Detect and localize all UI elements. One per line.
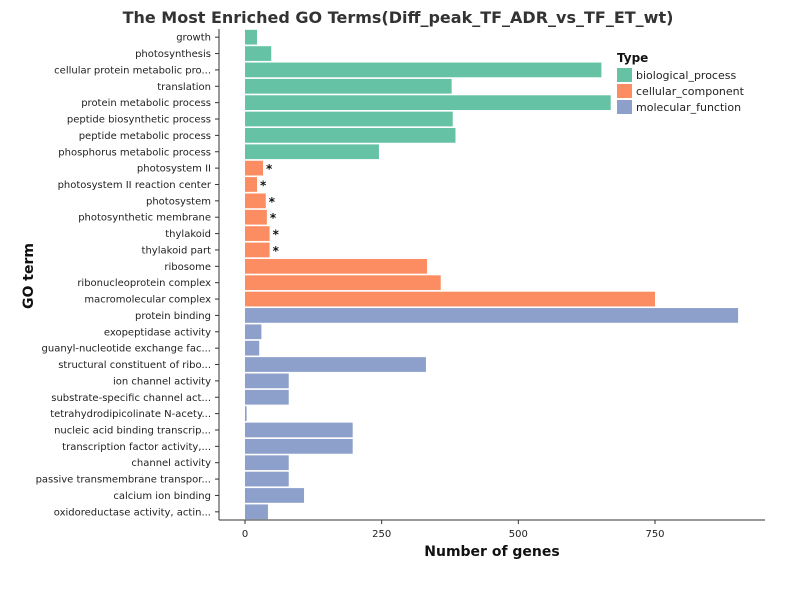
- category-label: peptide metabolic process: [79, 131, 211, 142]
- category-label: exopeptidase activity: [104, 327, 211, 338]
- y-axis-label: GO term: [21, 243, 37, 309]
- legend-label: biological_process: [636, 69, 736, 82]
- legend-label: molecular_function: [636, 101, 741, 114]
- category-label: calcium ion binding: [113, 491, 211, 502]
- category-label: macromolecular complex: [84, 295, 211, 306]
- bar: [245, 111, 453, 127]
- category-label: growth: [176, 33, 211, 44]
- bar: [245, 471, 289, 487]
- chart-title: The Most Enriched GO Terms(Diff_peak_TF_…: [123, 8, 674, 27]
- bar: [245, 406, 247, 421]
- bar: [245, 209, 267, 225]
- bar: [245, 226, 270, 241]
- legend: Type biological_process cellular_componen…: [617, 51, 745, 114]
- plot-area: growth photosynthesis cellular protein met…: [36, 29, 765, 540]
- legend-swatch: [617, 68, 632, 82]
- bar: [245, 324, 262, 340]
- x-tick-label: 250: [372, 529, 391, 540]
- bar: [245, 389, 289, 405]
- category-label: ribosome: [164, 262, 211, 273]
- category-label: photosystem II reaction center: [58, 180, 212, 191]
- legend-swatch: [617, 84, 632, 98]
- category-label: substrate-specific channel act...: [51, 393, 211, 404]
- bar: [245, 308, 739, 323]
- legend-swatch: [617, 100, 632, 114]
- x-tick-label: 500: [509, 529, 528, 540]
- category-label: peptide biosynthetic process: [67, 115, 211, 126]
- category-label: channel activity: [131, 458, 211, 469]
- x-tick-label: 750: [645, 529, 664, 540]
- legend-label: cellular_component: [636, 85, 745, 98]
- category-label: oxidoreductase activity, actin...: [54, 507, 211, 518]
- category-label: thylakoid: [165, 229, 211, 240]
- bar: [245, 340, 260, 356]
- category-label: passive transmembrane transpor...: [36, 475, 211, 486]
- bar: [245, 29, 258, 45]
- x-tick-label: 0: [242, 529, 248, 540]
- category-label: structural constituent of ribo...: [58, 360, 211, 371]
- category-label: translation: [157, 82, 211, 93]
- legend-title: Type: [617, 51, 648, 65]
- bar: [245, 291, 655, 307]
- category-label: guanyl-nucleotide exchange fac...: [42, 344, 211, 355]
- bar: [245, 455, 289, 471]
- bar: [245, 193, 266, 209]
- category-label: thylakoid part: [142, 245, 212, 256]
- category-label: photosynthetic membrane: [78, 213, 211, 224]
- bar: [245, 357, 426, 372]
- category-label: protein metabolic process: [81, 98, 211, 109]
- significance-mark: *: [269, 195, 276, 209]
- bar: [245, 95, 611, 111]
- bar: [245, 373, 289, 389]
- significance-mark: *: [266, 162, 273, 176]
- bar: [245, 128, 456, 143]
- category-label: ribonucleoprotein complex: [77, 278, 211, 289]
- bar: [245, 46, 272, 61]
- bar: [245, 62, 602, 78]
- significance-mark: *: [270, 211, 277, 225]
- category-label: photosystem II: [137, 164, 211, 175]
- bar: [245, 78, 452, 94]
- bar: [245, 160, 264, 176]
- bar: [245, 488, 305, 503]
- category-label: ion channel activity: [113, 376, 211, 387]
- category-label: photosynthesis: [135, 49, 211, 60]
- bar: [245, 258, 428, 274]
- category-label: transcription factor activity,...: [62, 442, 211, 453]
- category-label: cellular protein metabolic pro...: [54, 65, 211, 76]
- category-label: nucleic acid binding transcrip...: [54, 425, 211, 436]
- significance-mark: *: [260, 178, 267, 192]
- x-axis-label: Number of genes: [424, 544, 559, 560]
- bar: [245, 275, 441, 291]
- bar: [245, 504, 268, 520]
- bar: [245, 144, 379, 160]
- bar: [245, 177, 258, 192]
- category-label: tetrahydrodipicolinate N-acety...: [50, 409, 211, 420]
- bar: [245, 438, 353, 454]
- category-label: phosphorus metabolic process: [58, 147, 211, 158]
- category-label: protein binding: [135, 311, 211, 322]
- significance-mark: *: [273, 244, 280, 258]
- significance-mark: *: [273, 228, 280, 242]
- bar: [245, 242, 270, 258]
- bar: [245, 422, 353, 438]
- category-label: photosystem: [146, 196, 211, 207]
